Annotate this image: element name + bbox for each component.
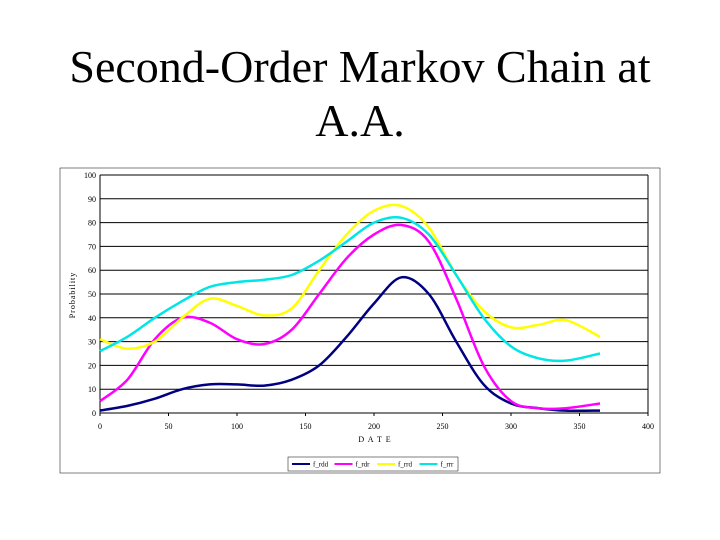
y-tick-label-20: 20 xyxy=(88,361,96,370)
x-tick-label-400: 400 xyxy=(642,422,654,431)
x-axis-label: D A T E xyxy=(358,435,391,444)
slide-title-line-2: A.A. xyxy=(315,95,405,146)
y-tick-label-40: 40 xyxy=(88,314,96,323)
y-tick-label-70: 70 xyxy=(88,242,96,251)
series-line-f_rrr xyxy=(99,215,601,363)
chart-area-border xyxy=(59,167,661,474)
series-line-f_rdr xyxy=(99,223,601,411)
y-tick-label-50: 50 xyxy=(88,290,96,299)
x-tick-label-300: 300 xyxy=(505,422,517,431)
series-line-f_rdd xyxy=(99,275,601,413)
y-tick-label-60: 60 xyxy=(88,266,96,275)
y-tick-label-90: 90 xyxy=(88,195,96,204)
x-tick-label-250: 250 xyxy=(437,422,449,431)
y-axis-label: Probability xyxy=(68,272,77,319)
chart-legend: f_rdd f_rdr f_rrd f_rrr xyxy=(287,456,459,472)
y-tick-label-80: 80 xyxy=(88,219,96,228)
slide-title-line-1: Second-Order Markov Chain at xyxy=(69,41,651,92)
chart-gridlines xyxy=(99,174,649,414)
y-tick-label-0: 0 xyxy=(92,409,96,418)
x-tick-label-350: 350 xyxy=(574,422,586,431)
slide-title: Second-Order Markov Chain at A.A. xyxy=(0,40,720,148)
series-line-f_rrd xyxy=(99,203,601,350)
x-tick-label-0: 0 xyxy=(98,422,102,431)
legend-label-f_rrd: f_rrd xyxy=(398,461,412,469)
y-tick-label-10: 10 xyxy=(88,385,96,394)
x-axis-ticks: 0 50 100 150 200 250 300 350 400 xyxy=(98,413,654,431)
chart-series-lines xyxy=(99,203,601,413)
legend-box xyxy=(287,456,459,472)
legend-label-f_rdr: f_rdr xyxy=(356,461,371,469)
y-tick-label-30: 30 xyxy=(88,338,96,347)
legend-label-f_rdd: f_rdd xyxy=(313,461,329,469)
x-tick-label-200: 200 xyxy=(368,422,380,431)
legend-label-f_rrr: f_rrr xyxy=(441,461,454,469)
x-tick-label-50: 50 xyxy=(165,422,173,431)
y-axis-ticks: 0 10 20 30 40 50 60 70 80 90 100 xyxy=(84,171,96,418)
x-tick-label-150: 150 xyxy=(300,422,312,431)
y-tick-label-100: 100 xyxy=(84,171,96,180)
x-tick-label-100: 100 xyxy=(231,422,243,431)
